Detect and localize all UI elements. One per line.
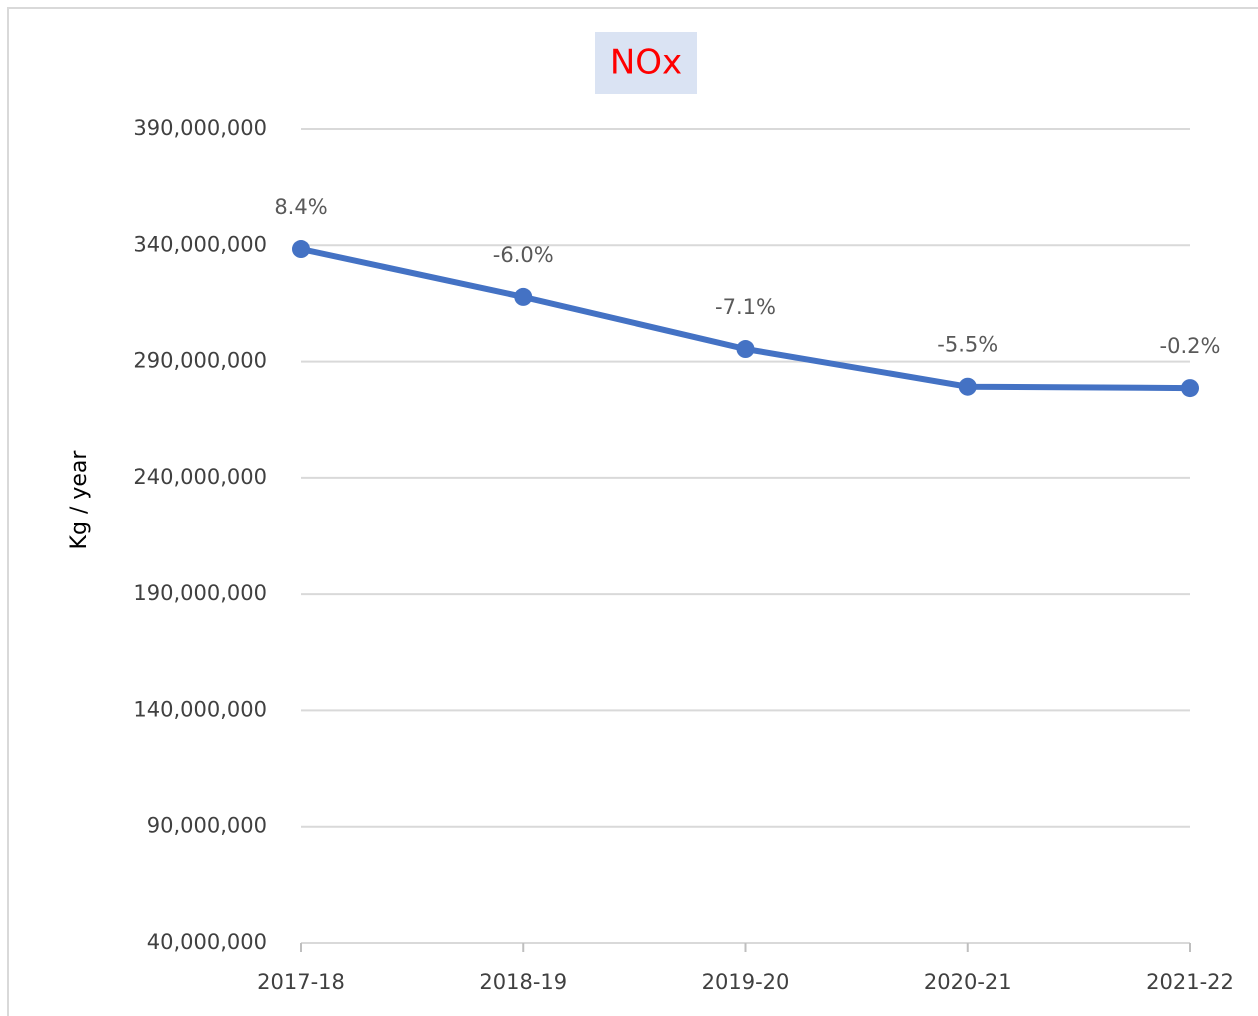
data-point	[1181, 379, 1199, 398]
annotation: 8.4%	[274, 195, 327, 219]
data-point	[292, 240, 310, 259]
chart-title: NOx	[610, 43, 682, 83]
y-tick-label: 190,000,000	[133, 581, 267, 605]
data-point	[736, 340, 755, 359]
title-box	[595, 32, 697, 94]
x-tick-label: 2019-20	[702, 970, 790, 994]
x-tick-label: 2017-18	[257, 970, 345, 994]
data-point	[958, 377, 977, 396]
x-tick-label: 2018-19	[479, 970, 567, 994]
annotation: -7.1%	[715, 295, 776, 319]
y-axis-label: Kg / year	[67, 450, 92, 550]
annotation: -0.2%	[1160, 334, 1221, 358]
y-tick-label: 140,000,000	[133, 697, 267, 721]
annotation: -5.5%	[937, 333, 998, 357]
data-point	[514, 287, 533, 306]
y-tick-label: 340,000,000	[133, 232, 267, 256]
annotation: -6.0%	[493, 243, 554, 267]
y-tick-label: 240,000,000	[133, 465, 267, 489]
x-tick-label: 2021-22	[1146, 970, 1234, 994]
chart-border	[7, 7, 1258, 1016]
y-tick-label: 290,000,000	[133, 349, 267, 373]
y-tick-label: 90,000,000	[147, 814, 267, 838]
y-tick-label: 390,000,000	[133, 116, 267, 140]
y-tick-label: 40,000,000	[147, 930, 267, 954]
x-tick-label: 2020-21	[924, 970, 1012, 994]
